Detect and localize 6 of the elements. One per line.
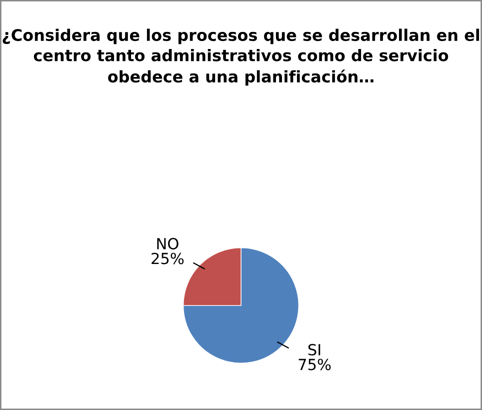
data-label: 75% [298, 358, 331, 370]
data-label: 25% [152, 252, 184, 264]
slice-label: SI [308, 344, 320, 356]
pie-slice [182, 247, 300, 364]
chart-title: ¿Considera que los procesos que se desarrollan en el centro tanto administrativos como de servicio obedece a una planificación… [2, 28, 480, 86]
slice-label: NO [157, 238, 178, 250]
